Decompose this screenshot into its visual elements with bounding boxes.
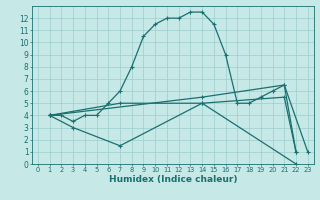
X-axis label: Humidex (Indice chaleur): Humidex (Indice chaleur) <box>108 175 237 184</box>
